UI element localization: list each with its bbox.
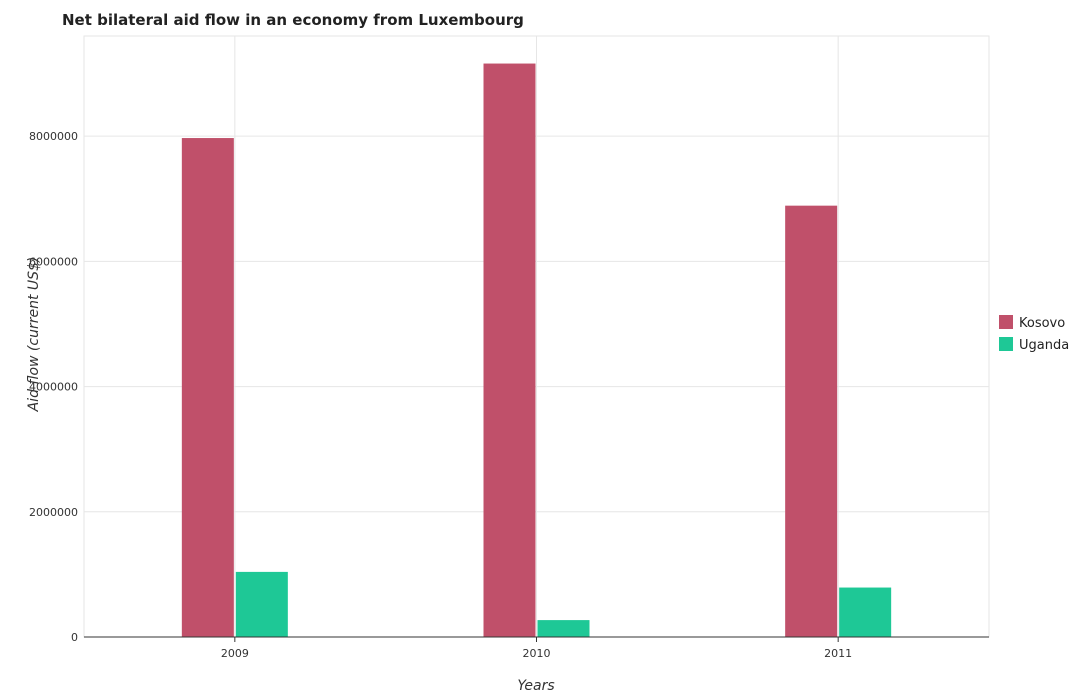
legend-swatch-kosovo bbox=[999, 315, 1013, 329]
legend-label-kosovo: Kosovo bbox=[1019, 316, 1065, 331]
y-tick-label: 0 bbox=[71, 631, 78, 644]
legend-swatch-uganda bbox=[999, 337, 1013, 351]
chart-title: Net bilateral aid flow in an economy fro… bbox=[62, 11, 524, 29]
legend: Kosovo Uganda bbox=[999, 315, 1069, 353]
bars bbox=[181, 63, 892, 637]
legend-label-uganda: Uganda bbox=[1019, 338, 1069, 353]
bar-kosovo-2011 bbox=[785, 205, 838, 637]
bar-kosovo-2009 bbox=[181, 138, 234, 637]
bar-uganda-2009 bbox=[235, 571, 288, 637]
y-tick-label: 6000000 bbox=[29, 255, 78, 268]
y-tick-label: 2000000 bbox=[29, 506, 78, 519]
bar-uganda-2010 bbox=[537, 620, 590, 637]
x-axis-title: Years bbox=[517, 678, 554, 694]
y-tick-label: 4000000 bbox=[29, 381, 78, 394]
y-tick-label: 8000000 bbox=[29, 130, 78, 143]
x-axis-ticks: 2009 2010 2011 bbox=[221, 637, 852, 660]
x-tick-label: 2010 bbox=[523, 647, 551, 660]
bar-uganda-2011 bbox=[839, 587, 892, 637]
x-tick-label: 2009 bbox=[221, 647, 249, 660]
x-tick-label: 2011 bbox=[824, 647, 852, 660]
y-axis-title: Aid flow (current US$) bbox=[26, 257, 42, 413]
bar-kosovo-2010 bbox=[483, 63, 536, 637]
y-axis-ticks: 0 2000000 4000000 6000000 8000000 bbox=[29, 130, 78, 644]
